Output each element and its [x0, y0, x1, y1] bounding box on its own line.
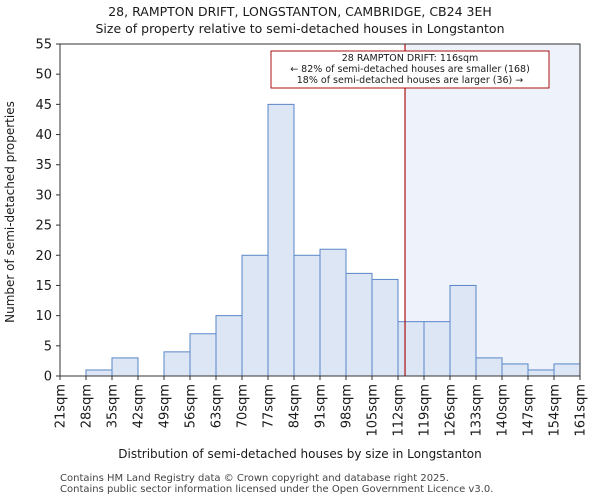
y-tick-label: 10 — [35, 309, 52, 324]
x-tick-label: 133sqm — [470, 384, 485, 437]
annotation-line-2: ← 82% of semi-detached houses are smalle… — [290, 64, 530, 75]
histogram-bar — [397, 321, 425, 377]
y-tick-label: 20 — [35, 249, 52, 264]
histogram-bar — [553, 363, 581, 377]
footer-line-1: Contains HM Land Registry data © Crown c… — [60, 473, 449, 484]
x-tick-label: 91sqm — [314, 384, 329, 428]
y-tick-label: 0 — [44, 370, 52, 385]
chart-title: 28, RAMPTON DRIFT, LONGSTANTON, CAMBRIDG… — [108, 4, 492, 19]
annotation-line-3: 18% of semi-detached houses are larger (… — [297, 75, 524, 86]
x-tick-label: 42sqm — [132, 384, 147, 428]
y-tick-label: 5 — [44, 339, 52, 354]
x-tick-label: 63sqm — [210, 384, 225, 428]
annotation-line-1: 28 RAMPTON DRIFT: 116sqm — [342, 53, 479, 64]
x-tick-label: 154sqm — [548, 384, 563, 437]
larger-region-highlight — [405, 44, 580, 376]
histogram-bar — [501, 363, 529, 377]
x-tick-label: 70sqm — [236, 384, 251, 428]
y-tick-label: 45 — [35, 98, 52, 113]
x-tick-label: 161sqm — [574, 384, 589, 437]
x-tick-label: 126sqm — [444, 384, 459, 437]
histogram-bar — [345, 272, 373, 377]
y-tick-label: 15 — [35, 279, 52, 294]
x-tick-label: 84sqm — [288, 384, 303, 428]
histogram-bar — [475, 357, 503, 377]
footer-line-2: Contains public sector information licen… — [60, 484, 494, 495]
y-tick-label: 35 — [35, 158, 52, 173]
histogram-bar — [319, 248, 347, 377]
histogram-bar — [267, 103, 295, 377]
x-tick-label: 56sqm — [184, 384, 199, 428]
x-tick-label: 35sqm — [106, 384, 121, 428]
annotation-box — [270, 50, 550, 89]
x-tick-label: 28sqm — [80, 384, 95, 428]
histogram-chart: 28 RAMPTON DRIFT: 116sqm ← 82% of semi-d… — [3, 38, 589, 462]
marker-annotation: 28 RAMPTON DRIFT: 116sqm ← 82% of semi-d… — [270, 50, 550, 89]
histogram-bar — [527, 369, 555, 377]
x-tick-label: 21sqm — [54, 384, 69, 428]
x-tick-label: 112sqm — [392, 384, 407, 437]
histogram-bar — [449, 284, 477, 377]
histogram-bar — [111, 357, 139, 377]
chart-subtitle: Size of property relative to semi-detach… — [95, 21, 505, 36]
y-tick-label: 25 — [35, 219, 52, 234]
histogram-bar — [163, 351, 191, 377]
histogram-bar — [293, 254, 321, 377]
y-tick-label: 55 — [35, 38, 52, 53]
y-tick-label: 30 — [35, 188, 52, 203]
histogram-bar — [241, 254, 269, 377]
x-tick-label: 119sqm — [418, 384, 433, 437]
y-tick-label: 40 — [35, 128, 52, 143]
histogram-bar — [423, 321, 451, 377]
histogram-bar — [85, 369, 113, 377]
x-tick-label: 140sqm — [496, 384, 511, 437]
y-tick-label: 50 — [35, 68, 52, 83]
histogram-bar — [215, 315, 243, 377]
x-tick-label: 147sqm — [522, 384, 537, 437]
y-axis-label: Number of semi-detached properties — [3, 101, 17, 323]
histogram-bar — [189, 333, 217, 377]
x-tick-label: 98sqm — [340, 384, 355, 428]
x-tick-label: 49sqm — [158, 384, 173, 428]
x-tick-label: 105sqm — [366, 384, 381, 437]
x-axis-label: Distribution of semi-detached houses by … — [118, 447, 482, 461]
histogram-bar — [371, 278, 399, 377]
x-tick-label: 77sqm — [262, 384, 277, 428]
